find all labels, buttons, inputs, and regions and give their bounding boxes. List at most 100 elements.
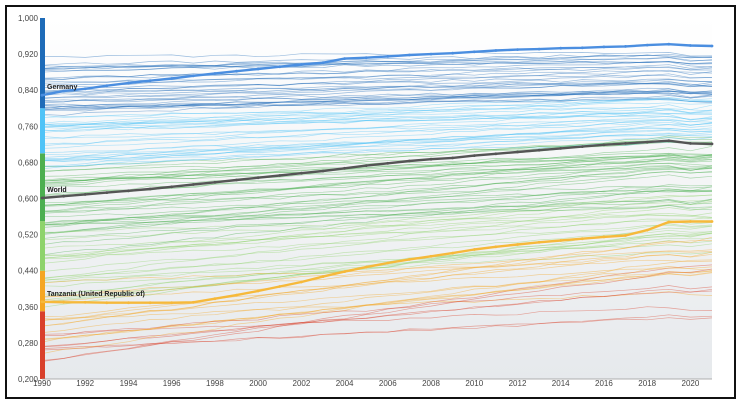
series-point xyxy=(40,300,44,304)
series-point xyxy=(256,67,260,71)
country-line xyxy=(41,90,713,116)
country-line xyxy=(41,306,713,335)
country-line xyxy=(41,220,713,249)
country-line xyxy=(41,57,713,73)
series-point xyxy=(364,164,368,168)
series-annotation: Tanzania (United Republic of) xyxy=(47,291,145,298)
country-line xyxy=(41,145,713,196)
series-point xyxy=(451,251,454,255)
y-tick-label: 0,920 xyxy=(18,50,39,59)
series-point xyxy=(537,240,541,244)
country-line xyxy=(41,115,713,149)
country-line xyxy=(41,140,713,173)
x-tick-label: 1998 xyxy=(206,379,224,388)
country-line xyxy=(41,259,713,284)
country-line xyxy=(41,189,713,213)
series-point xyxy=(40,196,44,200)
country-line xyxy=(41,270,713,321)
country-line xyxy=(41,268,713,361)
country-line xyxy=(41,60,713,69)
x-tick-label: 2014 xyxy=(552,379,570,388)
series-point xyxy=(689,44,692,47)
country-line xyxy=(41,158,713,182)
series-point xyxy=(300,63,303,66)
color-scale-segment xyxy=(40,270,45,312)
country-line xyxy=(41,54,712,70)
country-line xyxy=(41,88,713,101)
country-line xyxy=(41,98,712,132)
country-line xyxy=(41,114,713,129)
series-point xyxy=(364,56,368,60)
y-tick-label: 0,280 xyxy=(18,339,39,348)
series-point xyxy=(278,174,282,177)
country-line xyxy=(41,82,713,96)
country-line xyxy=(41,87,713,106)
series-point xyxy=(559,147,563,150)
series-point xyxy=(516,243,519,246)
series-point xyxy=(624,142,627,145)
country-line xyxy=(41,288,713,347)
y-tick-label: 1,000 xyxy=(18,14,39,23)
country-line xyxy=(41,60,713,72)
x-tick-label: 1990 xyxy=(33,379,51,388)
country-line xyxy=(41,232,713,304)
country-line xyxy=(41,240,713,327)
country-line xyxy=(41,198,713,240)
series-point xyxy=(170,77,174,80)
series-point xyxy=(127,81,130,85)
y-tick-label: 0,840 xyxy=(18,86,39,95)
series-point xyxy=(667,42,671,46)
series-point xyxy=(516,48,519,51)
country-line xyxy=(41,66,712,79)
country-line xyxy=(42,186,713,203)
series-point xyxy=(235,69,238,73)
country-line xyxy=(41,288,713,348)
country-line xyxy=(41,229,713,279)
series-point xyxy=(62,300,65,304)
country-line xyxy=(41,317,713,349)
country-line xyxy=(41,123,713,167)
x-tick-label: 2008 xyxy=(422,379,440,388)
country-line xyxy=(41,165,713,188)
series-point xyxy=(602,143,606,147)
y-tick-label: 0,360 xyxy=(18,303,39,312)
country-line xyxy=(41,264,713,362)
country-line xyxy=(41,162,713,206)
country-line xyxy=(41,52,713,58)
country-line xyxy=(41,243,713,281)
series-line-1 xyxy=(41,139,713,200)
highlighted-series-layer xyxy=(40,42,714,305)
series-point xyxy=(300,280,303,284)
country-line xyxy=(41,250,713,321)
country-line xyxy=(41,92,713,109)
series-point xyxy=(386,55,390,58)
country-line xyxy=(41,92,713,107)
series-point xyxy=(624,234,627,237)
series-point xyxy=(429,254,433,258)
country-line xyxy=(41,237,713,301)
series-point xyxy=(278,285,282,288)
series-point xyxy=(256,289,260,293)
country-line xyxy=(41,115,713,128)
country-line xyxy=(41,83,713,100)
country-line xyxy=(42,188,713,218)
country-line xyxy=(41,81,713,93)
series-point xyxy=(559,239,563,242)
country-line xyxy=(41,95,713,112)
series-point xyxy=(645,228,649,232)
country-line xyxy=(41,112,713,132)
country-line xyxy=(41,198,713,226)
series-point xyxy=(83,193,87,196)
country-line xyxy=(41,97,713,108)
country-line xyxy=(41,207,713,259)
country-line xyxy=(41,140,713,185)
country-line xyxy=(41,119,713,156)
series-point xyxy=(148,79,152,83)
country-line xyxy=(41,184,713,234)
color-scale-segment xyxy=(40,18,45,109)
y-tick-label: 0,600 xyxy=(18,195,39,204)
country-line xyxy=(41,135,713,181)
series-point xyxy=(343,57,346,60)
series-point xyxy=(321,61,325,65)
country-line xyxy=(41,156,713,206)
